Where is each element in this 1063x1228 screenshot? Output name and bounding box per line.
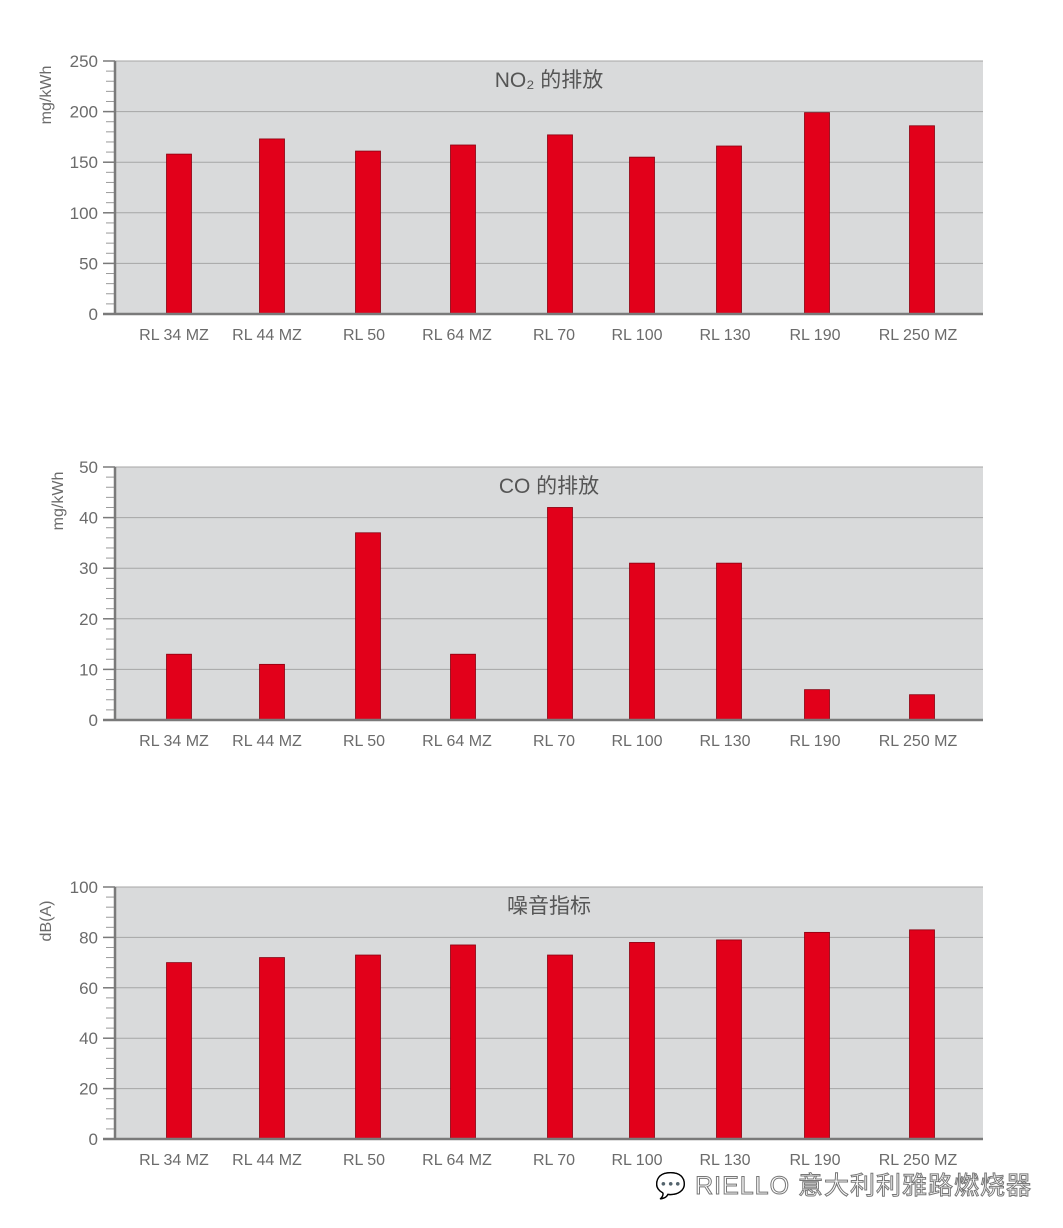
bar bbox=[909, 694, 935, 721]
bar bbox=[450, 653, 476, 721]
y-tick-label: 10 bbox=[79, 660, 98, 679]
y-tick-label: 0 bbox=[89, 305, 98, 324]
y-tick-label: 30 bbox=[79, 559, 98, 578]
x-tick-label: RL 64 MZ bbox=[422, 1152, 492, 1169]
y-tick-label: 40 bbox=[79, 509, 98, 528]
chart-title: 噪音指标 bbox=[507, 895, 591, 918]
x-tick-label: RL 50 bbox=[343, 1152, 385, 1169]
x-tick-label: RL 64 MZ bbox=[422, 327, 492, 344]
x-tick-label: RL 44 MZ bbox=[232, 733, 302, 750]
bar bbox=[716, 562, 742, 721]
x-tick-label: RL 44 MZ bbox=[232, 327, 302, 344]
y-tick-label: 100 bbox=[70, 204, 98, 223]
x-tick-label: RL 250 MZ bbox=[879, 733, 958, 750]
y-tick-label: 40 bbox=[79, 1029, 98, 1048]
chart-1: 0 50 100 150 200 250 RL 34 MZ RL 44 MZ RL 50 RL 6… bbox=[38, 52, 983, 344]
bar bbox=[804, 112, 830, 315]
x-tick-label: RL 130 bbox=[700, 733, 751, 750]
y-axis-label: mg/kWh bbox=[50, 472, 67, 531]
y-tick-label: 80 bbox=[79, 928, 98, 947]
bar bbox=[629, 942, 655, 1140]
watermark-text: RIELLO 意大利利雅路燃烧器 bbox=[695, 1172, 1032, 1201]
watermark: 💬 RIELLO 意大利利雅路燃烧器 bbox=[654, 1166, 1032, 1202]
x-tick-label: RL 70 bbox=[533, 1152, 575, 1169]
bar bbox=[259, 663, 285, 721]
x-tick-label: RL 64 MZ bbox=[422, 733, 492, 750]
x-tick-label: RL 100 bbox=[612, 327, 663, 344]
bar bbox=[716, 145, 742, 315]
y-tick-label: 60 bbox=[79, 979, 98, 998]
chart-title: NO₂ 的排放 bbox=[495, 69, 604, 92]
bar bbox=[804, 931, 830, 1140]
y-tick-label: 250 bbox=[70, 52, 98, 71]
bar bbox=[547, 134, 573, 315]
bar bbox=[166, 153, 192, 315]
bar bbox=[166, 962, 192, 1140]
bar bbox=[629, 562, 655, 721]
y-tick-label: 50 bbox=[79, 254, 98, 273]
bar bbox=[166, 653, 192, 721]
bar bbox=[909, 929, 935, 1140]
y-axis-label: mg/kWh bbox=[38, 66, 55, 125]
x-tick-label: RL 70 bbox=[533, 733, 575, 750]
y-tick-label: 0 bbox=[89, 711, 98, 730]
bar bbox=[804, 689, 830, 721]
y-tick-label: 50 bbox=[79, 458, 98, 477]
y-tick-label: 200 bbox=[70, 103, 98, 122]
x-tick-label: RL 50 bbox=[343, 327, 385, 344]
chart-title: CO 的排放 bbox=[499, 475, 599, 498]
bar bbox=[547, 954, 573, 1140]
x-tick-label: RL 50 bbox=[343, 733, 385, 750]
y-tick-label: 20 bbox=[79, 1080, 98, 1099]
x-tick-label: RL 190 bbox=[790, 327, 841, 344]
x-tick-label: RL 34 MZ bbox=[139, 733, 209, 750]
bar bbox=[355, 532, 381, 721]
x-tick-label: RL 34 MZ bbox=[139, 327, 209, 344]
bar bbox=[355, 954, 381, 1140]
bar bbox=[629, 156, 655, 315]
chart-2: 0 10 20 30 40 50 RL 34 MZ RL 44 MZ RL 50 RL 64 MZ… bbox=[50, 458, 983, 750]
bar bbox=[450, 944, 476, 1140]
x-tick-label: RL 130 bbox=[700, 1152, 751, 1169]
bar bbox=[450, 144, 476, 315]
bar bbox=[355, 150, 381, 315]
bar bbox=[716, 939, 742, 1140]
bar bbox=[259, 957, 285, 1140]
bar bbox=[547, 507, 573, 721]
x-tick-label: RL 44 MZ bbox=[232, 1152, 302, 1169]
x-tick-label: RL 190 bbox=[790, 733, 841, 750]
y-tick-label: 150 bbox=[70, 153, 98, 172]
x-tick-label: RL 70 bbox=[533, 327, 575, 344]
y-tick-label: 20 bbox=[79, 610, 98, 629]
x-tick-label: RL 130 bbox=[700, 327, 751, 344]
x-tick-label: RL 34 MZ bbox=[139, 1152, 209, 1169]
bar bbox=[909, 125, 935, 315]
y-axis-label: dB(A) bbox=[38, 901, 55, 942]
x-tick-label: RL 190 bbox=[790, 1152, 841, 1169]
bar bbox=[259, 138, 285, 315]
y-tick-label: 0 bbox=[89, 1130, 98, 1149]
x-tick-label: RL 250 MZ bbox=[879, 1152, 958, 1169]
x-tick-label: RL 250 MZ bbox=[879, 327, 958, 344]
wechat-icon: 💬 bbox=[654, 1172, 688, 1201]
y-tick-label: 100 bbox=[70, 878, 98, 897]
x-tick-label: RL 100 bbox=[612, 733, 663, 750]
chart-3: 0 20 40 60 80 100 RL 34 MZ RL 44 MZ RL 50 RL 64 M… bbox=[38, 878, 983, 1169]
x-tick-label: RL 100 bbox=[612, 1152, 663, 1169]
